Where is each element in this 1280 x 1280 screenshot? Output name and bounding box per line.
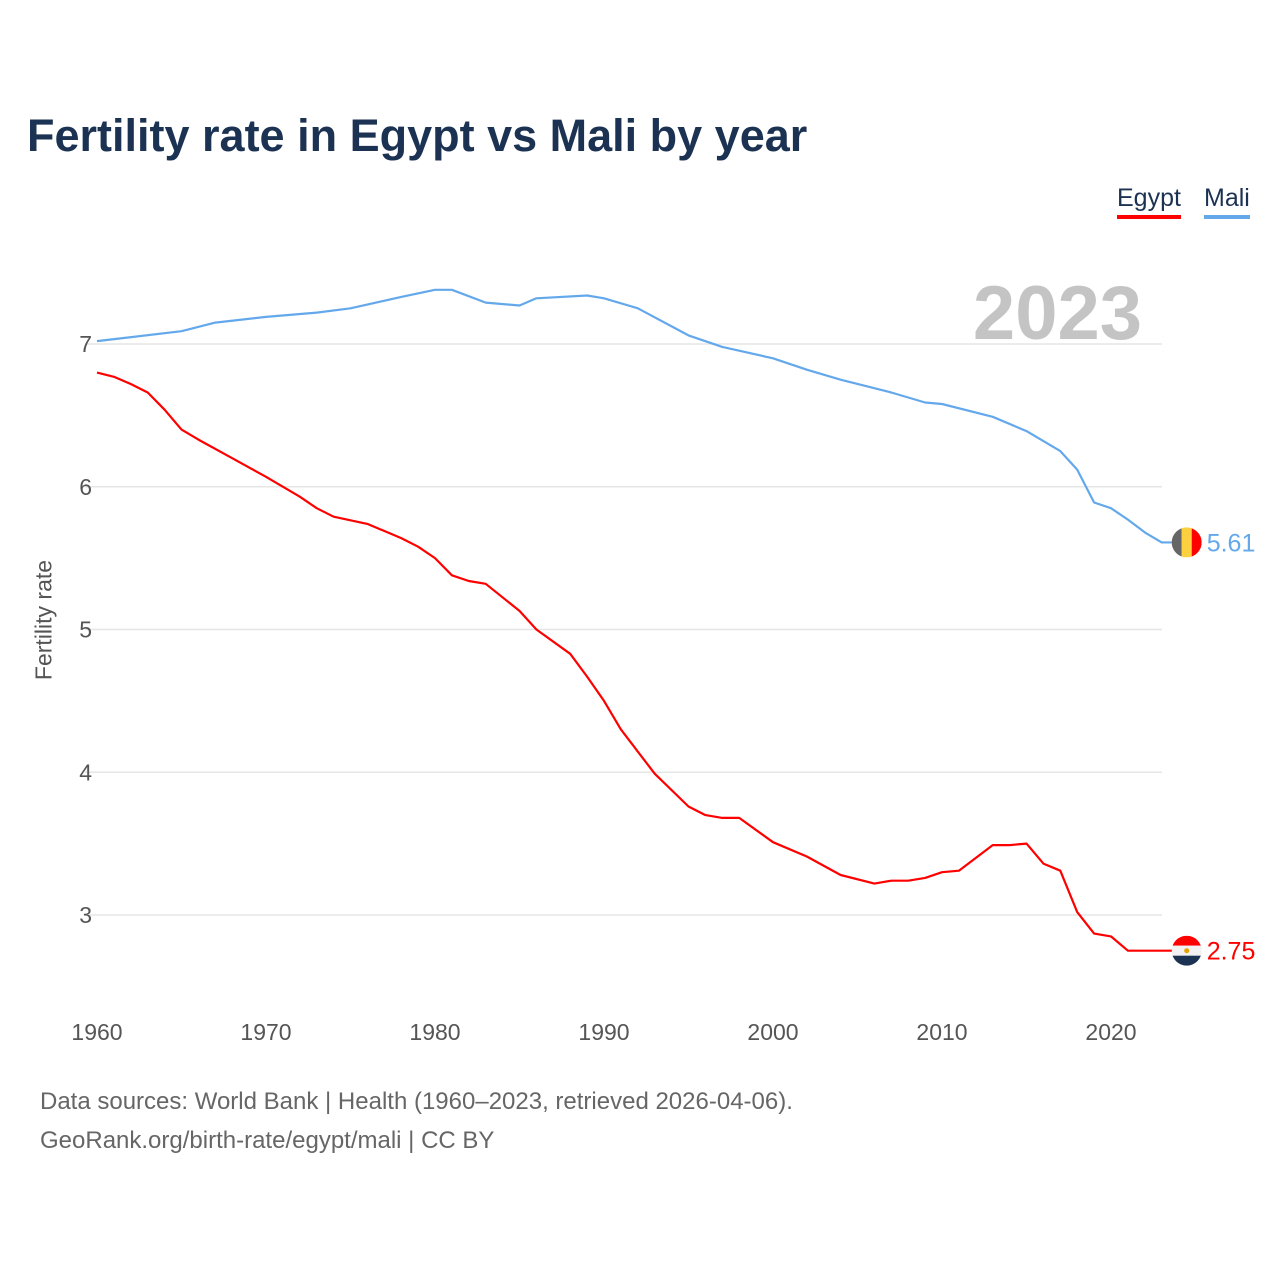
mali-flag-icon [1171, 527, 1202, 558]
year-label: 2023 [972, 271, 1142, 356]
y-tick-label: 3 [79, 902, 92, 928]
legend-mali[interactable]: Mali [1204, 184, 1250, 219]
x-tick-label: 1960 [71, 1019, 122, 1045]
x-tick-label: 2020 [1085, 1019, 1136, 1045]
x-tick-label: 2010 [916, 1019, 967, 1045]
legend-egypt[interactable]: Egypt [1117, 184, 1181, 219]
series-line-mali [96, 288, 1174, 544]
y-tick-label: 7 [79, 331, 92, 357]
x-tick-label: 1980 [409, 1019, 460, 1045]
y-tick-label: 6 [79, 474, 92, 500]
y-tick-label: 4 [79, 759, 92, 785]
x-tick-label: 1990 [578, 1019, 629, 1045]
x-tick-label: 1970 [240, 1019, 291, 1045]
source-line-2[interactable]: GeoRank.org/birth-rate/egypt/mali | CC B… [40, 1127, 495, 1154]
x-tick-label: 2000 [747, 1019, 798, 1045]
series-line-egypt [96, 371, 1174, 952]
chart-title: Fertility rate in Egypt vs Mali by year [27, 110, 808, 161]
source-line-1: Data sources: World Bank | Health (1960–… [40, 1088, 793, 1115]
end-value-label-egypt: 2.75 [1207, 938, 1256, 966]
y-tick-label: 5 [79, 617, 92, 643]
end-value-label-mali: 5.61 [1207, 529, 1256, 557]
egypt-flag-icon [1171, 935, 1202, 966]
